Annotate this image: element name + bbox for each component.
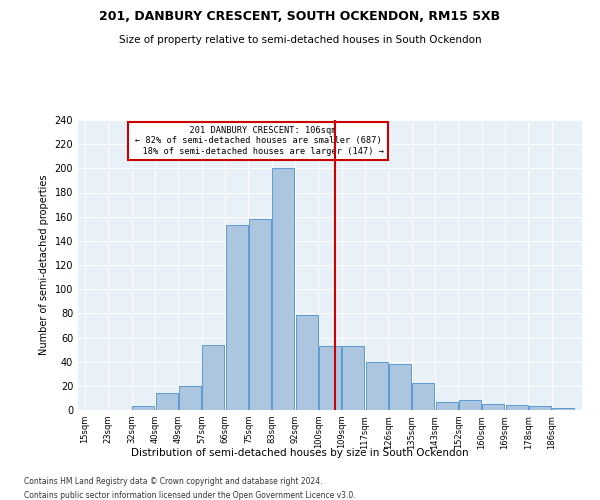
Bar: [319, 346, 341, 410]
Y-axis label: Number of semi-detached properties: Number of semi-detached properties: [39, 175, 49, 355]
Text: Contains public sector information licensed under the Open Government Licence v3: Contains public sector information licen…: [24, 491, 356, 500]
Bar: [365, 362, 388, 410]
Bar: [412, 384, 434, 410]
Text: 201, DANBURY CRESCENT, SOUTH OCKENDON, RM15 5XB: 201, DANBURY CRESCENT, SOUTH OCKENDON, R…: [100, 10, 500, 23]
Bar: [272, 168, 295, 410]
Bar: [389, 364, 411, 410]
Bar: [436, 402, 458, 410]
Bar: [343, 346, 364, 410]
Text: Distribution of semi-detached houses by size in South Ockendon: Distribution of semi-detached houses by …: [131, 448, 469, 458]
Bar: [226, 225, 248, 410]
Bar: [133, 406, 154, 410]
Bar: [249, 219, 271, 410]
Bar: [202, 345, 224, 410]
Text: Contains HM Land Registry data © Crown copyright and database right 2024.: Contains HM Land Registry data © Crown c…: [24, 478, 323, 486]
Bar: [459, 400, 481, 410]
Text: Size of property relative to semi-detached houses in South Ockendon: Size of property relative to semi-detach…: [119, 35, 481, 45]
Bar: [506, 405, 527, 410]
Text: 201 DANBURY CRESCENT: 106sqm
← 82% of semi-detached houses are smaller (687)
  1: 201 DANBURY CRESCENT: 106sqm ← 82% of se…: [132, 126, 384, 156]
Bar: [529, 406, 551, 410]
Bar: [553, 408, 574, 410]
Bar: [155, 393, 178, 410]
Bar: [179, 386, 201, 410]
Bar: [482, 404, 505, 410]
Bar: [296, 314, 317, 410]
